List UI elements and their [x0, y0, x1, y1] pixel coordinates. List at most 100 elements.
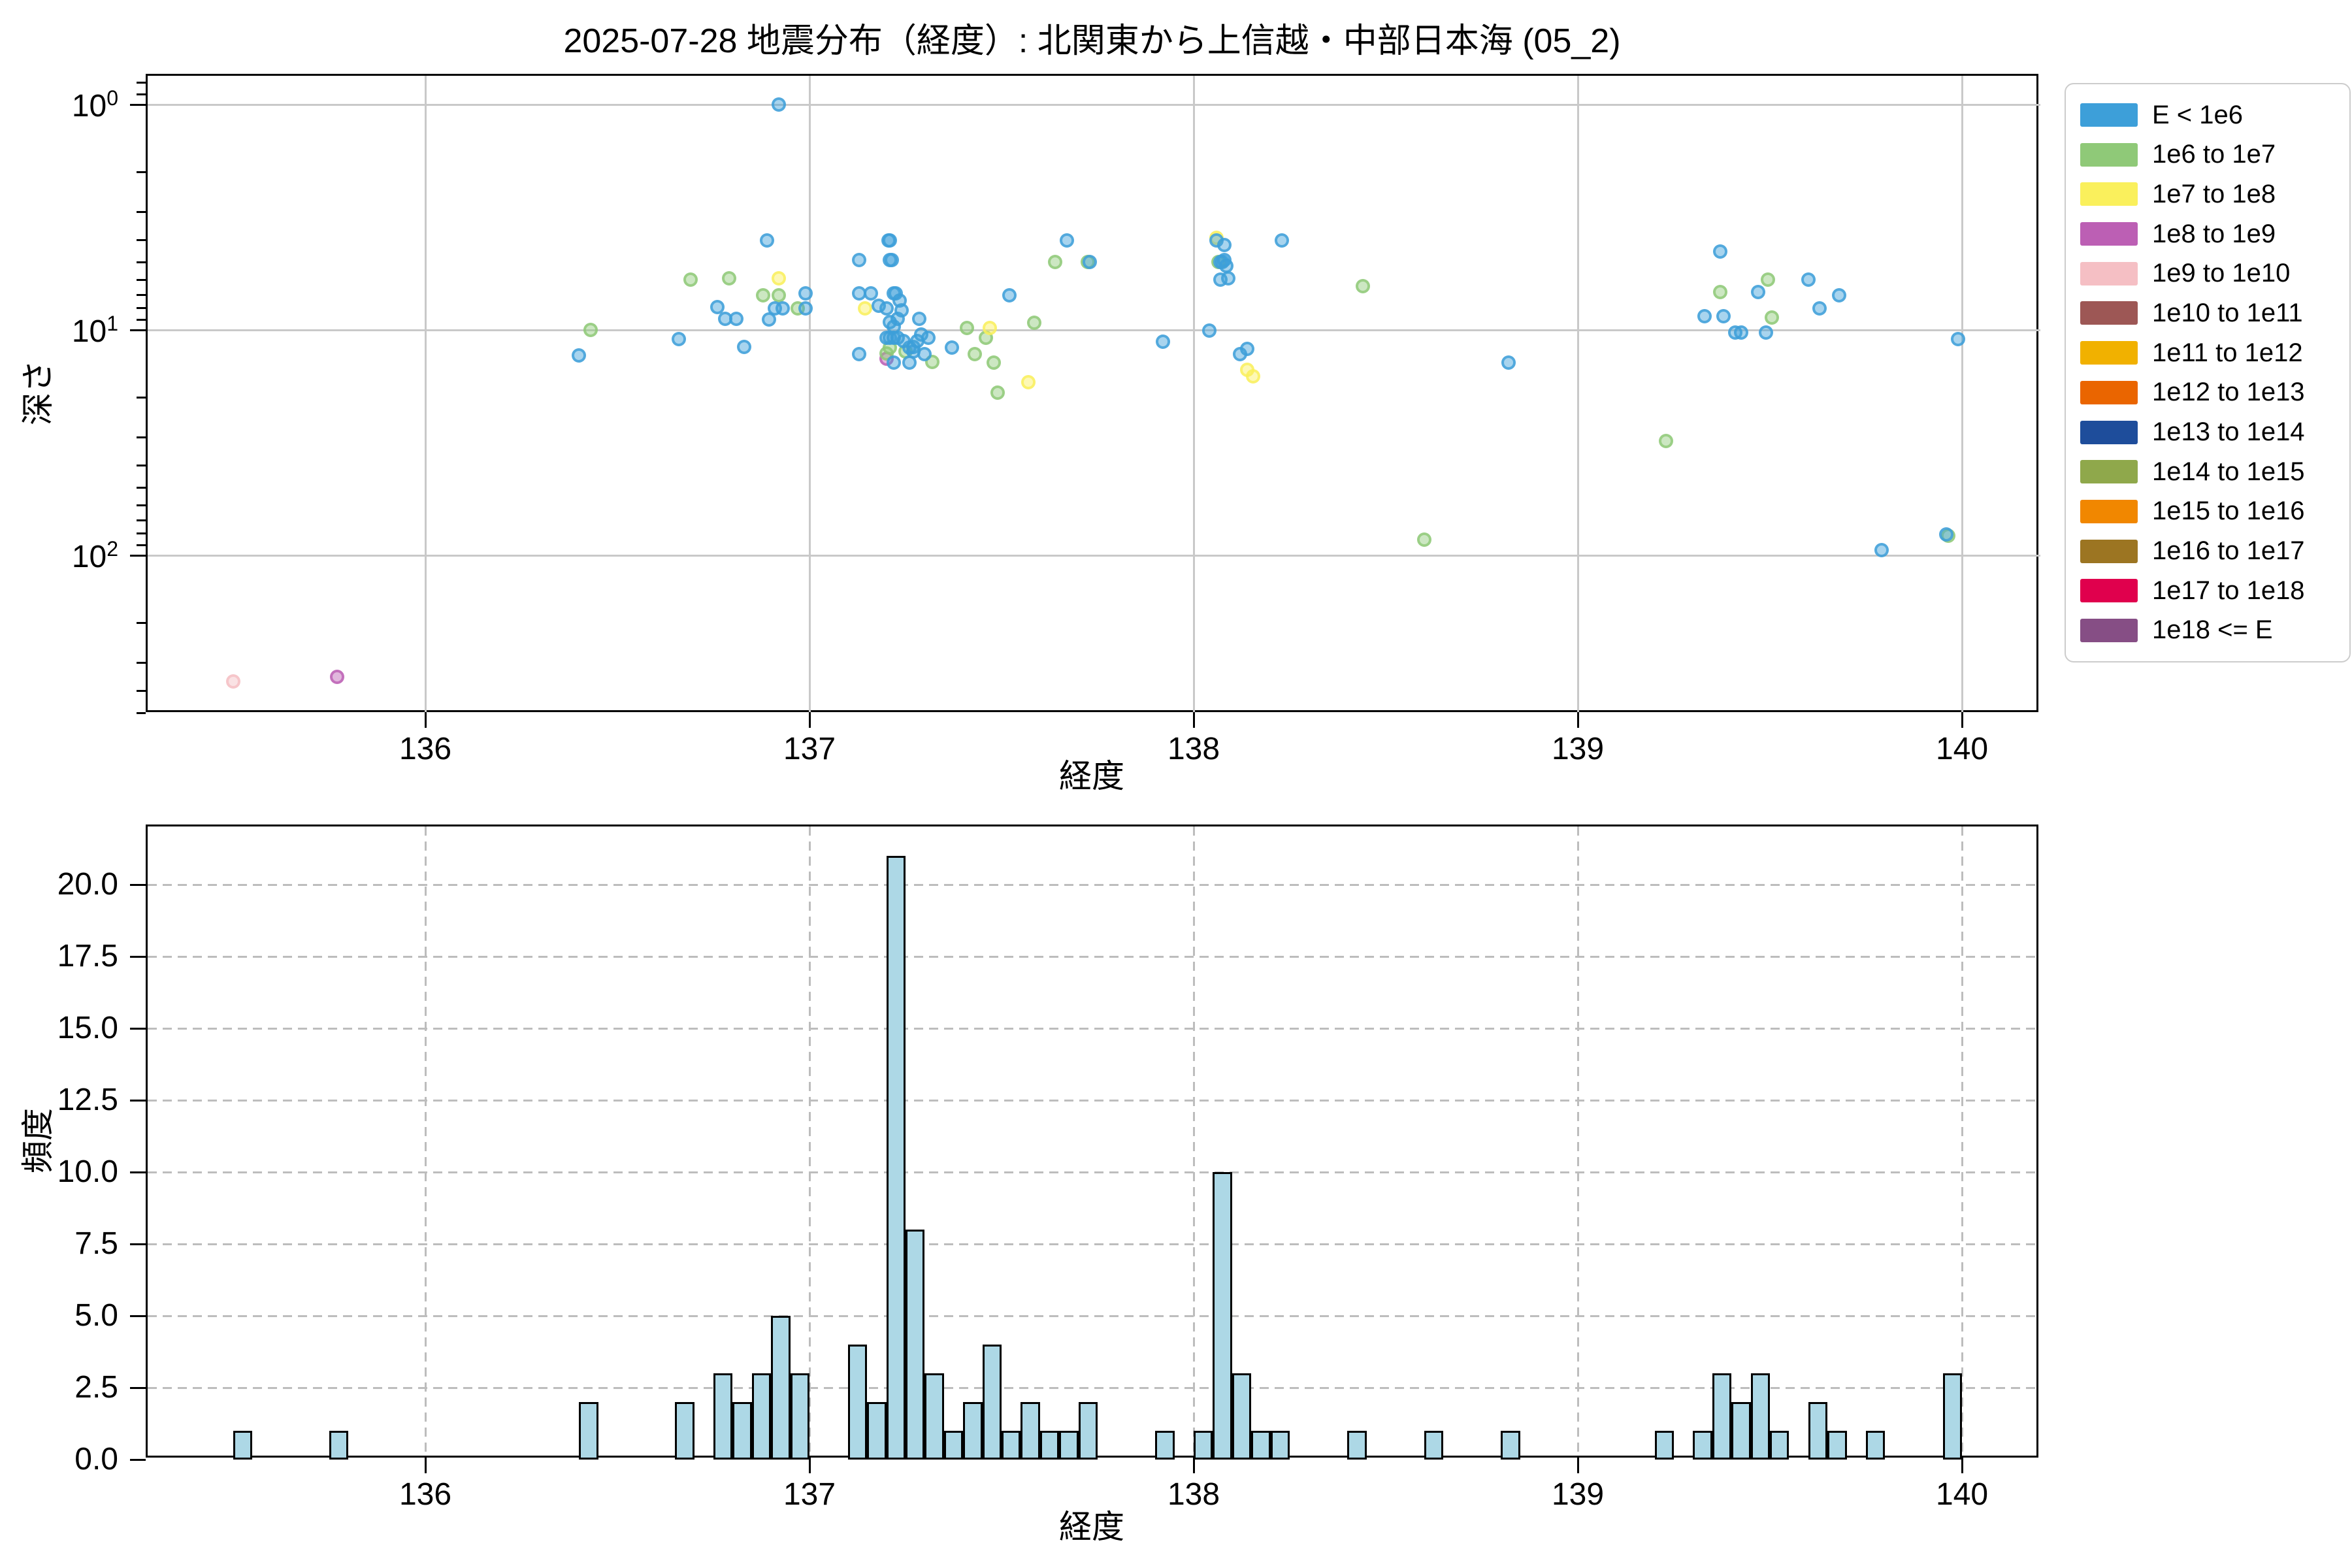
scatter-plot: 136 137 138 139 140 100 101 102	[72, 74, 2040, 765]
hist-ylabel: 頻度	[20, 1108, 56, 1173]
hist-bar-135.75	[329, 1431, 349, 1460]
scatter-yminortick-5	[137, 261, 146, 263]
hist-bar-137.35	[943, 1431, 964, 1460]
scatter-yminortick-300	[137, 662, 146, 664]
scatter-point-E1e6-43	[917, 346, 932, 361]
scatter-yminortick-500	[137, 711, 146, 714]
scatter-point-E1e6-72	[1831, 287, 1846, 302]
hist-xtick-140	[1961, 1458, 1963, 1473]
hist-ytick-20	[130, 883, 146, 886]
scatter-point-1e7to1e8-2	[983, 320, 998, 335]
hist-bar-139.95	[1942, 1373, 1962, 1460]
hist-xticklabel-138: 138	[1167, 1477, 1220, 1512]
scatter-point-E1e6-58	[1220, 270, 1235, 286]
scatter-xtick-139	[1576, 712, 1579, 728]
scatter-point-1e7to1e8-0	[771, 270, 786, 286]
legend-swatch-5	[2080, 301, 2138, 325]
legend-swatch-13	[2080, 618, 2138, 642]
legend-item-1e7-to-1e8: 1e7 to 1e8	[2080, 175, 2335, 213]
hist-xticklabel-140: 140	[1935, 1477, 1989, 1512]
legend-label-10: 1e15 to 1e16	[2152, 497, 2305, 526]
hist-bar-136.4	[579, 1402, 598, 1460]
hist-bar-138.2	[1270, 1431, 1290, 1460]
hist-bar-136.75	[713, 1373, 733, 1460]
hist-bar-139.2	[1654, 1431, 1674, 1460]
scatter-yminortick-3	[137, 211, 146, 214]
scatter-yminortick-20	[137, 397, 146, 399]
hist-bar-138	[1194, 1431, 1213, 1460]
scatter-point-1e6to1e7-24	[1764, 310, 1779, 325]
scatter-point-1e9to1e10-0	[226, 674, 240, 689]
scatter-point-E1e6-0	[572, 348, 587, 363]
scatter-point-E1e6-73	[1874, 543, 1889, 558]
hist-bar-137.55	[1021, 1402, 1040, 1460]
scatter-yminortick-70	[137, 519, 146, 522]
hist-bar-138.05	[1213, 1172, 1232, 1460]
legend-label-2: 1e7 to 1e8	[2152, 179, 2276, 208]
scatter-point-E1e6-49	[1155, 335, 1170, 350]
legend-swatch-10	[2080, 499, 2138, 523]
hist-xticklabel-136: 136	[399, 1477, 452, 1512]
histogram-plot: 136 137 138 139 140 0.0 2.5 5.0 7.5 10.0 12.5 15.0 1…	[57, 825, 2040, 1511]
hist-bar-137.7	[1078, 1402, 1098, 1460]
scatter-point-E1e6-71	[1812, 301, 1827, 316]
scatter-yminortick-50	[137, 486, 146, 489]
hist-yticklabel-20: 20.0	[57, 867, 118, 902]
hist-gridline-x-140	[1961, 826, 1963, 1460]
scatter-point-E1e6-7	[762, 312, 777, 327]
hist-bar-139.4	[1731, 1402, 1751, 1460]
hist-bar-137.3	[924, 1373, 944, 1460]
hist-gridline-x-138	[1192, 826, 1195, 1460]
hist-bar-137.45	[982, 1345, 1002, 1460]
scatter-point-E1e6-24	[879, 301, 894, 316]
hist-bar-136.65	[675, 1402, 694, 1460]
hist-gridline-x-137	[808, 826, 811, 1460]
scatter-point-1e6to1e7-23	[1761, 272, 1776, 287]
hist-bar-136.9	[771, 1316, 791, 1460]
scatter-point-E1e6-13	[852, 253, 867, 268]
scatter-yminortick-0.8	[137, 82, 146, 84]
scatter-point-E1e6-6	[760, 233, 775, 248]
scatter-yminortick-90	[137, 544, 146, 546]
legend-label-6: 1e11 to 1e12	[2152, 338, 2303, 367]
scatter-yminortick-200	[137, 622, 146, 625]
scatter-xtick-136	[424, 712, 427, 728]
scatter-yminortick-8	[137, 307, 146, 310]
scatter-gridline-x-140	[1961, 76, 1963, 714]
scatter-point-1e6to1e7-16	[1048, 255, 1063, 270]
scatter-point-1e7to1e8-3	[1021, 374, 1036, 389]
scatter-gridline-y-1e1	[148, 329, 2040, 331]
scatter-point-E1e6-64	[1712, 244, 1727, 259]
scatter-point-E1e6-5	[737, 340, 752, 355]
hist-ytick-17.5	[130, 955, 146, 958]
histogram-plot-area: 136 137 138 139 140 0.0 2.5 5.0 7.5 10.0 12.5 15.0 1…	[57, 826, 2040, 1511]
scatter-yminortick-400	[137, 690, 146, 693]
legend-swatch-8	[2080, 420, 2138, 444]
scatter-point-E1e6-44	[921, 330, 936, 345]
hist-xticklabel-137: 137	[783, 1477, 836, 1512]
scatter-point-E1e6-15	[852, 346, 867, 361]
legend: E < 1e6 1e6 to 1e7 1e7 to 1e8 1e8 to 1e9 1e9…	[2065, 83, 2351, 662]
legend-swatch-1	[2080, 142, 2138, 167]
hist-bar-138.6	[1424, 1431, 1444, 1460]
scatter-yticklabel-1e1: 101	[71, 312, 118, 349]
scatter-plot-area: 136 137 138 139 140 100 101 102	[72, 76, 2040, 765]
scatter-point-1e6to1e7-21	[1659, 433, 1674, 448]
legend-item-1e6-to-1e7: 1e6 to 1e7	[2080, 136, 2335, 174]
scatter-yminortick-2	[137, 171, 146, 174]
hist-ytick-0	[130, 1458, 146, 1461]
scatter-point-E1e6-1	[672, 332, 687, 347]
scatter-yminortick-0.9	[137, 93, 146, 95]
scatter-point-E1e6-68	[1751, 285, 1766, 300]
legend-label-4: 1e9 to 1e10	[2152, 259, 2291, 288]
hist-bar-137.65	[1059, 1431, 1079, 1460]
scatter-yticklabel-1e2: 102	[71, 537, 118, 574]
legend-item-1e10-to-1e11: 1e10 to 1e11	[2080, 294, 2335, 332]
scatter-yminortick-6	[137, 278, 146, 281]
scatter-xticklabel-139: 139	[1551, 732, 1605, 766]
hist-yticklabel-17.5: 17.5	[57, 939, 118, 973]
legend-swatch-4	[2080, 261, 2138, 286]
legend-item-1e18-E: 1e18 <= E	[2080, 612, 2335, 649]
legend-swatch-6	[2080, 341, 2138, 365]
hist-xtick-138	[1192, 1458, 1195, 1473]
